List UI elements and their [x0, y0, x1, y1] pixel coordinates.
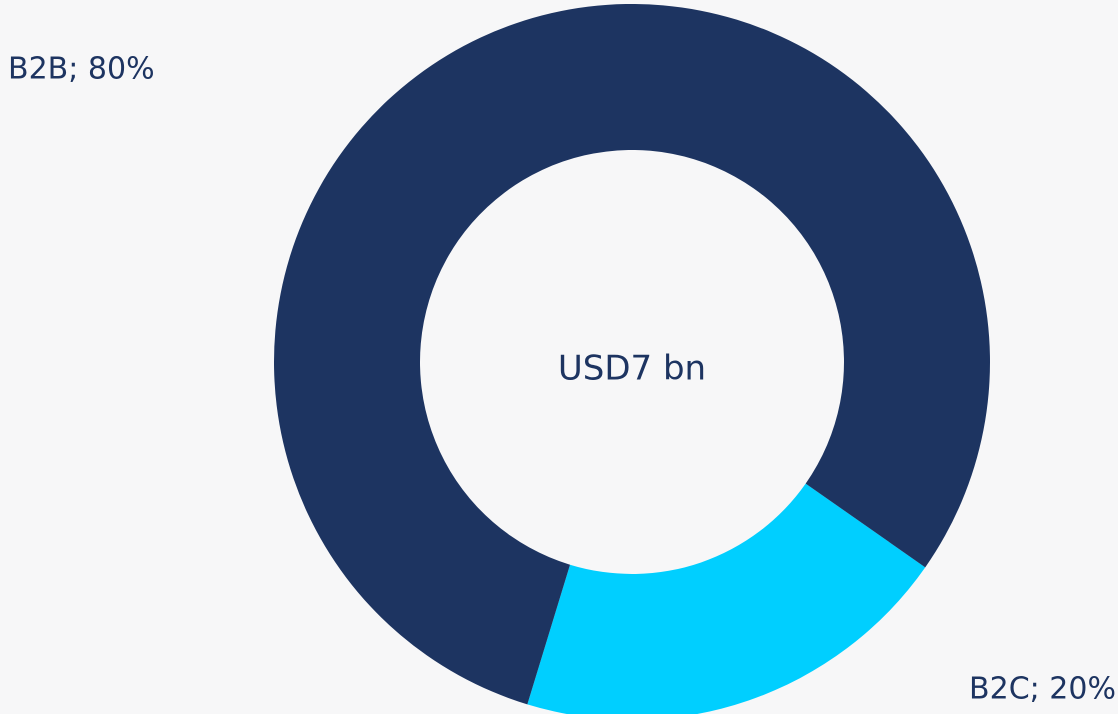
- center-label: USD7 bn: [558, 349, 706, 389]
- donut-segment: [527, 483, 926, 714]
- segment-label: B2C; 20%: [969, 672, 1116, 707]
- segment-label: B2B; 80%: [8, 52, 155, 87]
- donut-segment: [274, 3, 991, 705]
